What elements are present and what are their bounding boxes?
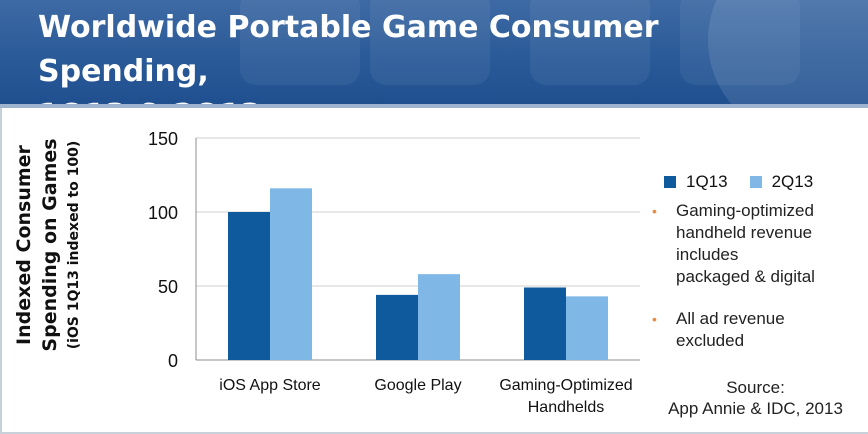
x-tick-label: Gaming-Optimized	[499, 377, 632, 394]
chart-notes: • Gaming-optimized handheld revenue include…	[648, 200, 863, 352]
note-line: handheld revenue	[676, 223, 813, 242]
x-tick-label: Google Play	[374, 377, 461, 394]
note-item: • Gaming-optimized handheld revenue include…	[648, 200, 863, 288]
legend-swatch	[664, 176, 676, 188]
header-decoration	[370, 0, 490, 85]
legend-label: 1Q13	[686, 172, 728, 191]
bar-2q13-google-play	[418, 274, 460, 360]
slide-title: Worldwide Portable Game Consumer Spendin…	[38, 6, 838, 106]
source-citation: App Annie & IDC, 2013	[668, 399, 843, 418]
x-tick-label: iOS App Store	[219, 377, 320, 394]
x-tick-label: Handhelds	[528, 399, 605, 416]
source-label: Source:	[726, 378, 785, 397]
bar-2q13-ios-app-store	[270, 188, 312, 360]
bullet-icon: •	[652, 311, 657, 327]
legend-item: 2Q13	[749, 172, 814, 192]
y-tick-label: 0	[168, 351, 178, 371]
slide-header: Worldwide Portable Game Consumer Spendin…	[0, 0, 868, 106]
header-decoration	[708, 0, 868, 106]
bar-1q13-google-play	[376, 294, 418, 360]
chart-legend: 1Q13 2Q13	[664, 172, 835, 192]
note-item: • All ad revenue excluded	[648, 308, 863, 352]
legend-item: 1Q13	[664, 172, 728, 192]
bullet-icon: •	[652, 203, 657, 219]
legend-label: 2Q13	[771, 172, 814, 191]
note-line: All ad revenue	[676, 309, 785, 328]
bar-1q13-ios-app-store	[228, 212, 270, 360]
content-frame	[0, 108, 868, 434]
note-line: includes	[676, 245, 739, 264]
note-line: excluded	[676, 331, 745, 350]
y-tick-label: 50	[158, 277, 178, 297]
header-divider	[0, 104, 868, 108]
y-tick-label: 150	[148, 129, 178, 149]
bar-2q13-gaming-optimized-handhelds	[566, 296, 608, 360]
title-line-1: Worldwide Portable Game Consumer Spendin…	[38, 10, 659, 89]
header-decoration	[680, 0, 800, 85]
legend-swatch	[749, 176, 762, 188]
source-note: Source: App Annie & IDC, 2013	[648, 377, 863, 419]
note-line: packaged & digital	[676, 267, 815, 286]
y-tick-label: 100	[148, 203, 178, 223]
note-line: Gaming-optimized	[676, 201, 814, 220]
header-decoration	[240, 0, 360, 85]
title-line-2: 1Q13 & 2Q13	[38, 98, 261, 106]
bar-1q13-gaming-optimized-handhelds	[524, 287, 566, 360]
header-decoration	[530, 0, 650, 85]
